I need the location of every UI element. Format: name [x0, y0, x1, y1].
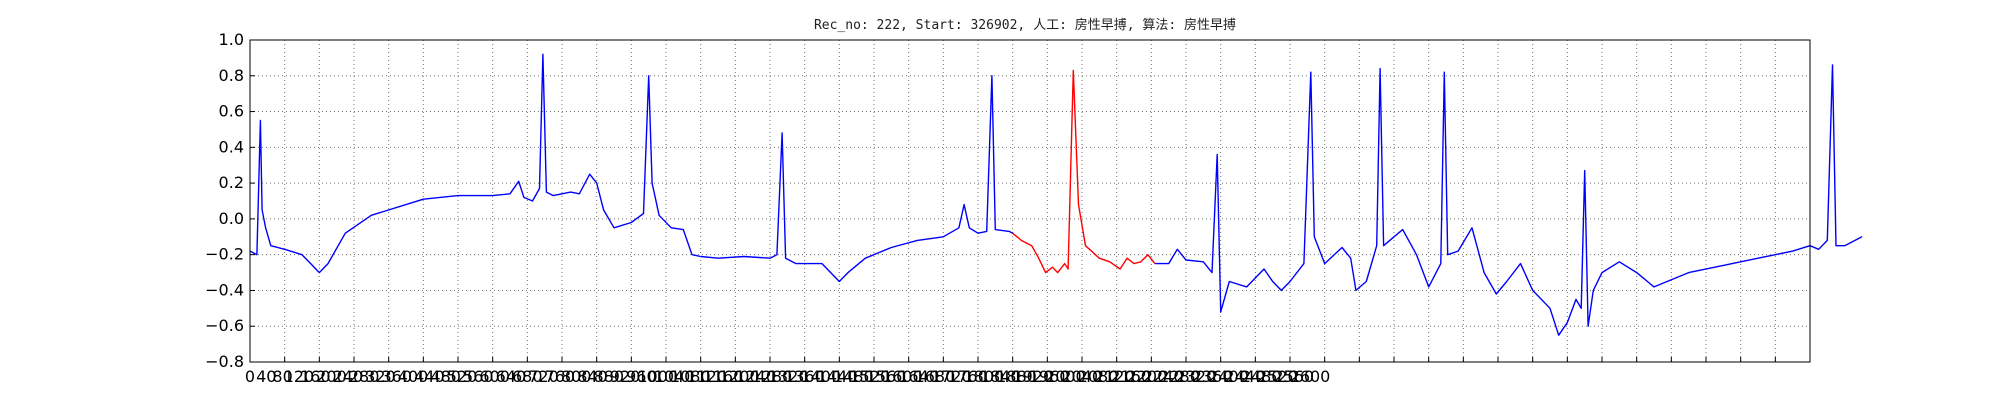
x-tick-label: 1520: [849, 367, 890, 386]
x-tick-label: 0: [245, 367, 255, 386]
x-tick-label: 120: [284, 367, 315, 386]
y-tick-label: 0.8: [219, 66, 244, 85]
x-tick-label: 80: [272, 367, 292, 386]
y-tick-label: 0.2: [219, 173, 244, 192]
x-tick-label: 600: [479, 367, 510, 386]
chart-title: Rec_no: 222, Start: 326902, 人工: 房性早搏, 算法…: [814, 17, 1236, 33]
x-tick-label: 1120: [686, 367, 727, 386]
x-tick-label: 1760: [947, 367, 988, 386]
ecg-series-line-1: [1012, 69, 1156, 274]
x-tick-label: 2080: [1078, 367, 1119, 386]
x-tick-label: 840: [577, 367, 608, 386]
plot-frame: [249, 39, 1811, 363]
x-tick-label: 1680: [915, 367, 956, 386]
x-tick-label: 2360: [1192, 367, 1233, 386]
x-tick-label: 440: [414, 367, 445, 386]
x-tick-label: 880: [593, 367, 624, 386]
x-tick-label: 2000: [1045, 367, 1086, 386]
x-tick-label: 240: [333, 367, 364, 386]
x-tick-label: 1320: [768, 367, 809, 386]
x-tick-label: 2120: [1094, 367, 1135, 386]
x-tick-label: 1560: [866, 367, 907, 386]
x-tick-label: 2560: [1273, 367, 1314, 386]
x-tick-label: 2600: [1290, 367, 1331, 386]
x-tick-label: 1160: [703, 367, 744, 386]
y-tick-label: 0.4: [219, 137, 244, 156]
x-tick-label: 2200: [1127, 367, 1168, 386]
x-tick-label: 1360: [784, 367, 825, 386]
x-tick-label: 2400: [1208, 367, 1249, 386]
x-tick-label: 1000: [637, 367, 678, 386]
x-tick-label: 960: [626, 367, 657, 386]
x-tick-label: 400: [398, 367, 429, 386]
x-tick-label: 1600: [882, 367, 923, 386]
series-layer: [249, 53, 1863, 336]
x-tick-label: 2160: [1110, 367, 1151, 386]
x-tick-label: 1480: [833, 367, 874, 386]
x-tick-label: 1920: [1012, 367, 1053, 386]
x-tick-label: 520: [447, 367, 478, 386]
ecg-series-line-2: [1154, 64, 1863, 336]
x-tick-label: 1400: [800, 367, 841, 386]
x-tick-label: 1960: [1029, 367, 1070, 386]
x-tick-label: 2040: [1061, 367, 1102, 386]
y-tick-label: −0.2: [205, 245, 244, 264]
x-tick-label: 560: [463, 367, 494, 386]
x-tick-label: 200: [316, 367, 347, 386]
x-tick-label: 2320: [1175, 367, 1216, 386]
y-tick-label: 0.0: [219, 209, 244, 228]
y-tick-label: −0.6: [205, 316, 244, 335]
y-tick-label: −0.8: [205, 352, 244, 371]
x-tick-label: 1080: [670, 367, 711, 386]
x-tick-label: 2240: [1143, 367, 1184, 386]
x-tick-label: 720: [528, 367, 559, 386]
x-tick-label: 1440: [817, 367, 858, 386]
x-tick-label: 1200: [719, 367, 760, 386]
x-tick-label: 640: [496, 367, 527, 386]
x-tick-label: 320: [365, 367, 396, 386]
x-tick-label: 680: [512, 367, 543, 386]
x-tick-label: 2480: [1241, 367, 1282, 386]
x-tick-label: 1720: [931, 367, 972, 386]
x-tick-label: 1800: [963, 367, 1004, 386]
grid: [249, 39, 1811, 363]
ecg-series-line-0: [249, 53, 1014, 283]
axes: 1.00.80.60.40.20.0−0.2−0.4−0.6−0.80 40801…: [205, 30, 1811, 386]
y-tick-label: −0.4: [205, 280, 244, 299]
x-tick-label: 1640: [898, 367, 939, 386]
x-tick-label: 480: [430, 367, 461, 386]
x-tick-label: 280: [349, 367, 380, 386]
x-tick-label: 40: [256, 367, 276, 386]
x-tick-label: 1880: [996, 367, 1037, 386]
x-tick-label: 1040: [654, 367, 695, 386]
x-tick-label: 1280: [751, 367, 792, 386]
x-tick-label: 160: [300, 367, 331, 386]
x-tick-label: 920: [610, 367, 641, 386]
x-tick-label: 800: [561, 367, 592, 386]
x-tick-label: 760: [545, 367, 576, 386]
x-tick-label: 2520: [1257, 367, 1298, 386]
x-tick-label: 1240: [735, 367, 776, 386]
x-tick-label: 1840: [980, 367, 1021, 386]
x-tick-label: 2280: [1159, 367, 1200, 386]
y-tick-label: 0.6: [219, 102, 244, 121]
x-tick-label: 360: [381, 367, 412, 386]
x-tick-label: 2440: [1224, 367, 1265, 386]
y-tick-label: 1.0: [219, 30, 244, 49]
